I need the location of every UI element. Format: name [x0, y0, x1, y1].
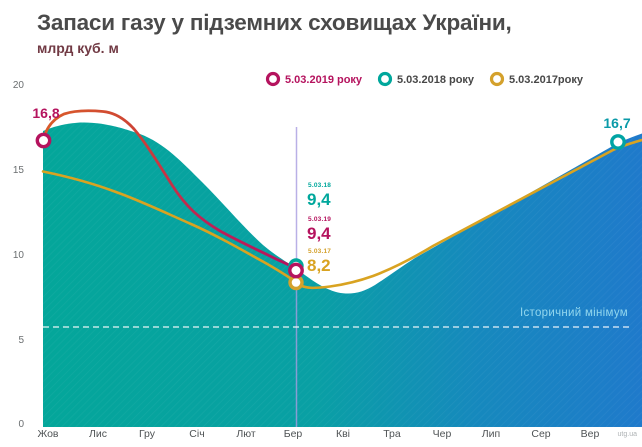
y-tick: 5 — [18, 335, 24, 346]
start-value-label: 16,8 — [32, 105, 59, 121]
chart-subtitle: млрд куб. м — [37, 40, 119, 56]
date-label-2019: 5.03.19 — [308, 216, 331, 223]
x-tick-month: Лис — [89, 428, 107, 440]
legend-marker-2019-icon — [265, 71, 281, 87]
legend-label-2017: 5.03.2017року — [509, 74, 584, 86]
historical-min-label: Історичний мінімум — [520, 307, 628, 319]
y-tick: 0 — [18, 419, 24, 430]
chart-title: Запаси газу у підземних сховищах України… — [37, 10, 512, 35]
x-tick-month: Бер — [284, 428, 303, 440]
y-tick: 10 — [13, 250, 25, 261]
legend-marker-2018-icon — [377, 71, 393, 87]
x-tick-month: Чер — [433, 428, 452, 440]
value-label-2019: 9,4 — [307, 224, 331, 243]
x-tick-month: Кві — [336, 428, 350, 440]
x-tick-month: Січ — [189, 428, 204, 440]
marker-2018-end — [610, 134, 626, 150]
x-tick-month: Жов — [38, 428, 59, 440]
x-tick-month: Лют — [236, 428, 256, 440]
source-watermark: utg.ua — [618, 431, 638, 438]
x-tick-month: Гру — [139, 428, 156, 440]
legend-label-2019: 5.03.2019 року — [285, 74, 363, 86]
x-tick-month: Лип — [482, 428, 500, 440]
value-label-2017: 8,2 — [307, 256, 331, 275]
legend-label-2018: 5.03.2018 року — [397, 74, 475, 86]
marker-2019-start — [35, 132, 52, 149]
y-axis: 20 15 10 5 0 — [13, 80, 25, 430]
x-tick-month: Тра — [383, 428, 401, 440]
date-label-2018: 5.03.18 — [308, 182, 331, 189]
y-tick: 20 — [13, 80, 25, 91]
value-label-2018: 9,4 — [307, 190, 331, 209]
line-series-2019 — [42, 109, 298, 271]
marker-2019-mid — [288, 262, 304, 279]
end-value-label: 16,7 — [603, 115, 630, 131]
area-texture-overlay — [43, 122, 642, 428]
legend-marker-2017-icon — [489, 71, 505, 87]
x-tick-month: Сер — [531, 428, 550, 440]
date-label-2017: 5.03.17 — [308, 248, 331, 255]
y-tick: 15 — [13, 165, 25, 176]
legend: 5.03.2019 року 5.03.2018 року 5.03.2017р… — [265, 71, 584, 87]
x-axis: Жов Лис Гру Січ Лют Бер Кві Тра Чер Лип … — [38, 428, 638, 440]
x-tick-month: Вер — [581, 428, 600, 440]
